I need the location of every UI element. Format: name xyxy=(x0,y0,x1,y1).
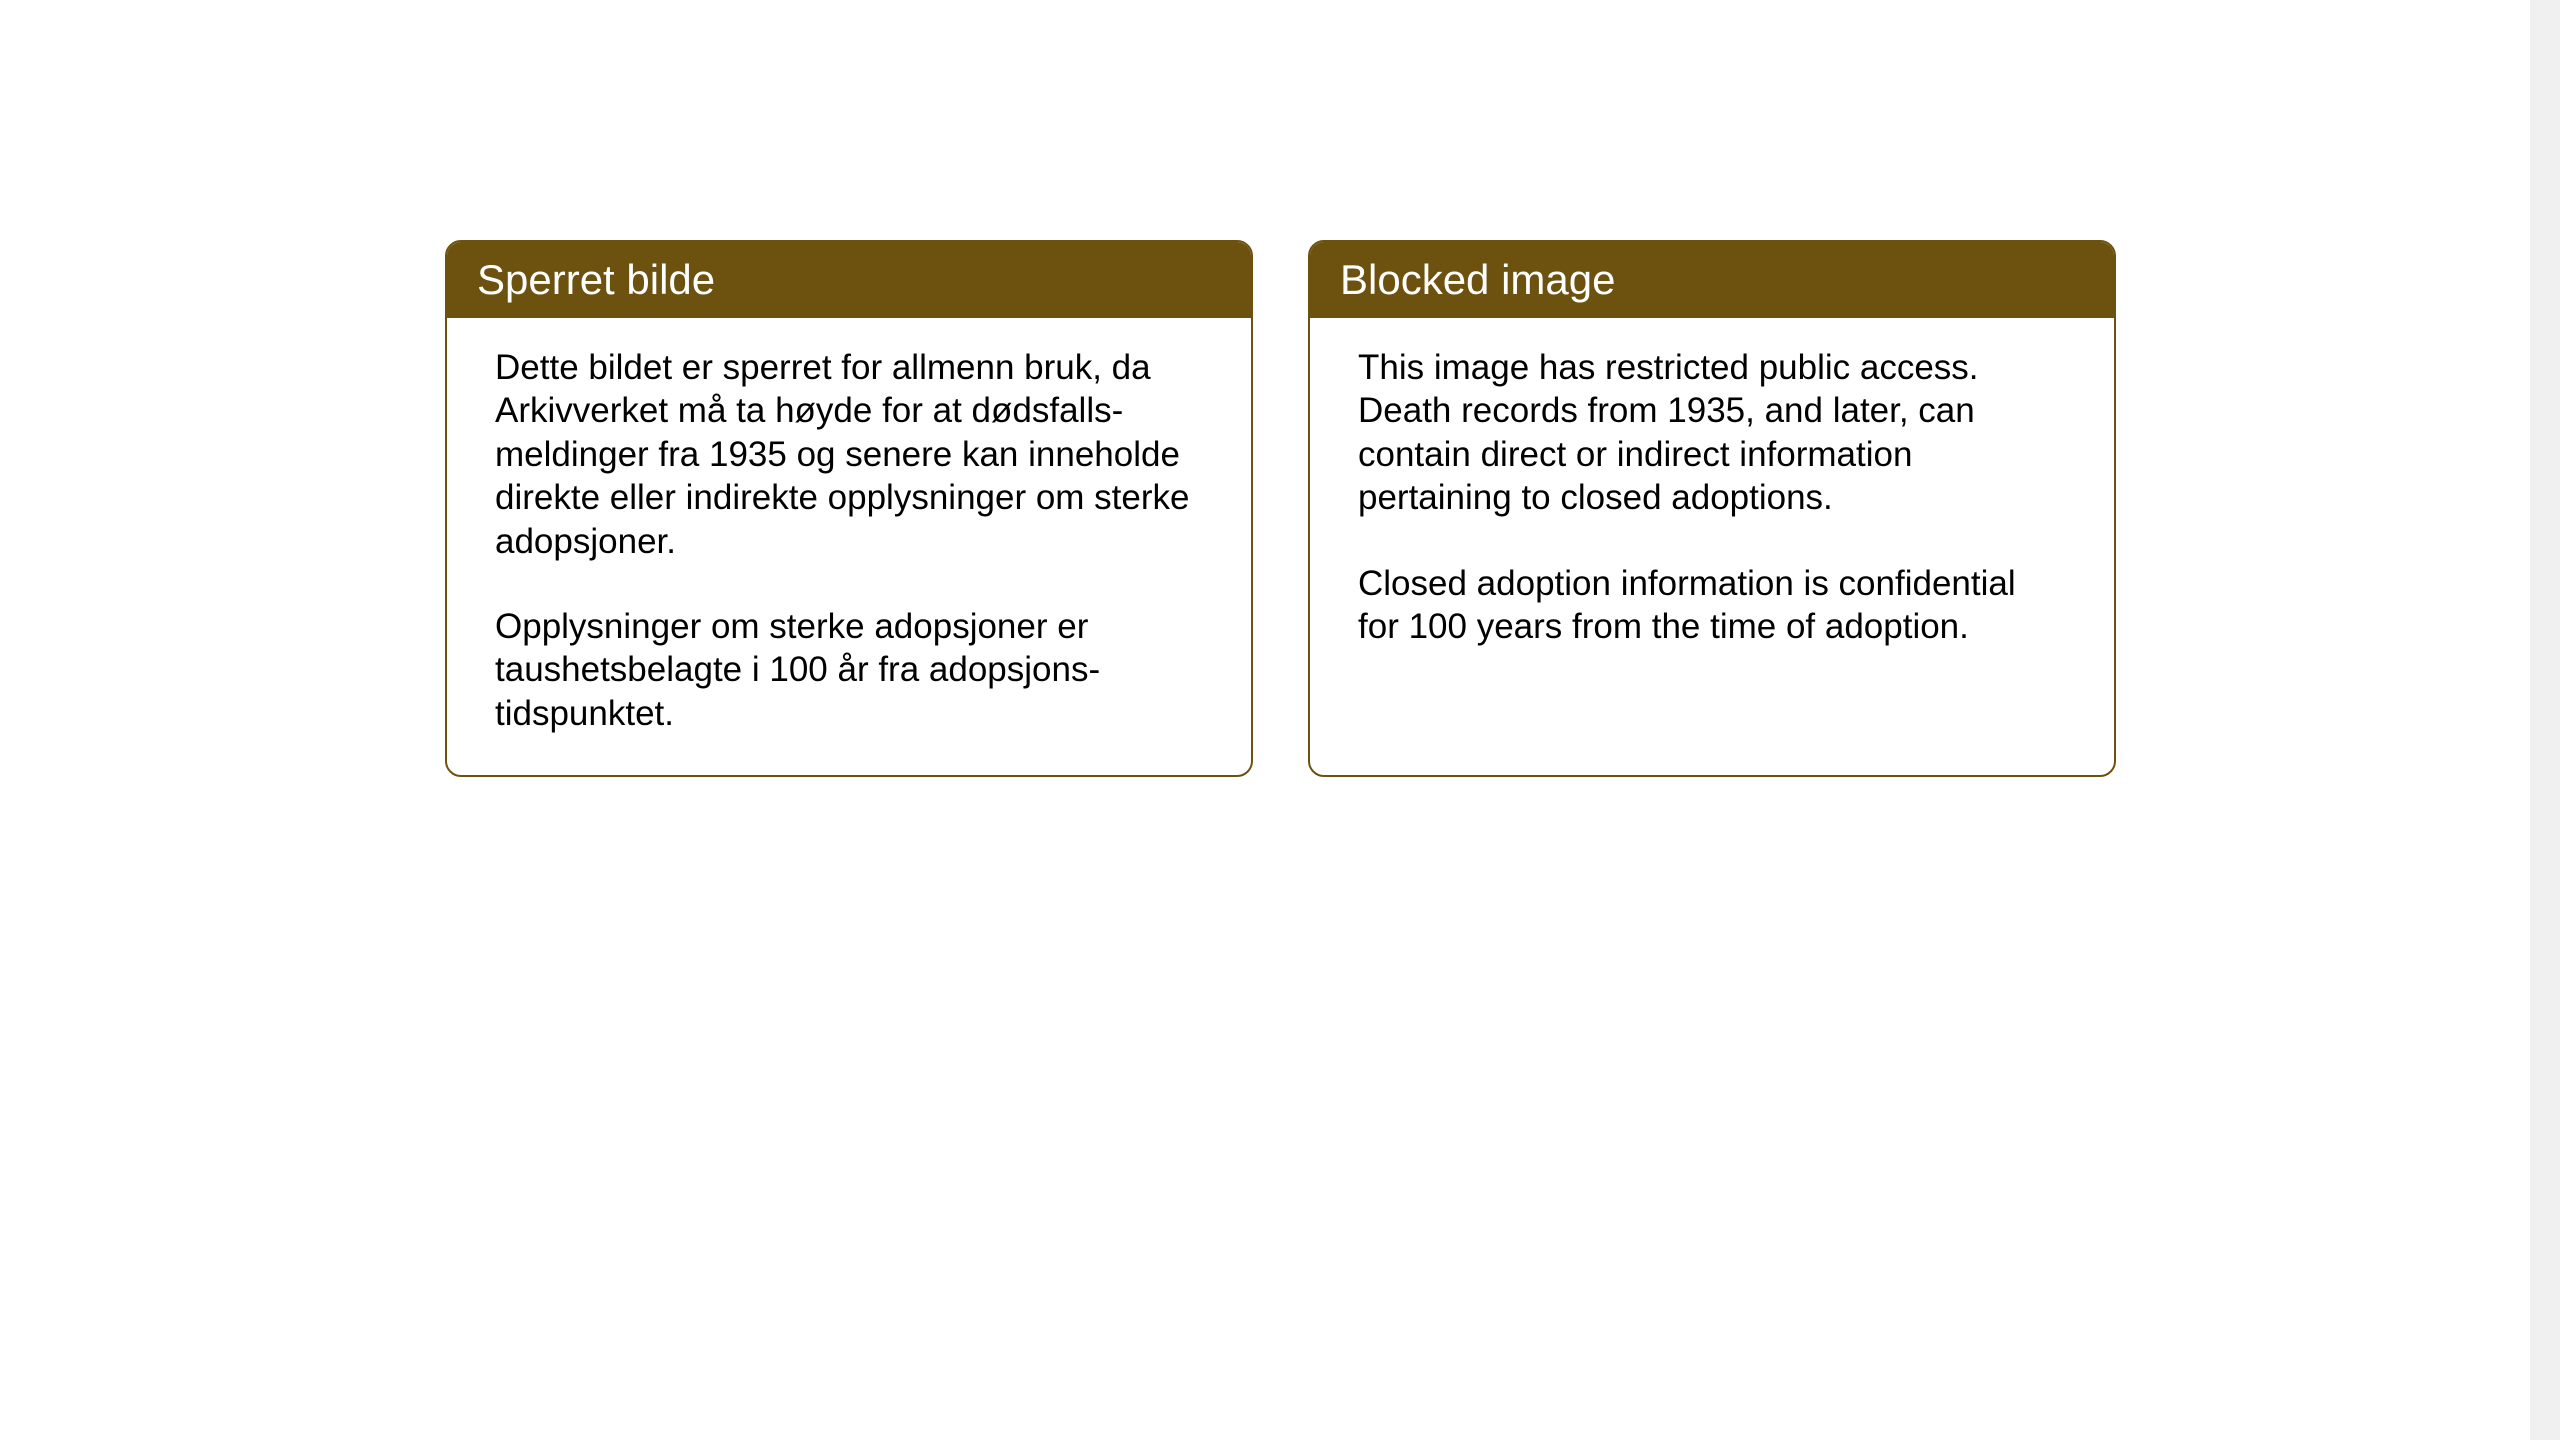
english-notice-title: Blocked image xyxy=(1310,242,2114,318)
norwegian-paragraph-2: Opplysninger om sterke adopsjoner er tau… xyxy=(495,605,1203,735)
scrollbar-track[interactable] xyxy=(2530,0,2560,1440)
english-paragraph-2: Closed adoption information is confident… xyxy=(1358,562,2066,649)
norwegian-paragraph-1: Dette bildet er sperret for allmenn bruk… xyxy=(495,346,1203,563)
norwegian-notice-title: Sperret bilde xyxy=(447,242,1251,318)
notice-container: Sperret bilde Dette bildet er sperret fo… xyxy=(445,240,2116,777)
english-paragraph-1: This image has restricted public access.… xyxy=(1358,346,2066,520)
norwegian-notice-box: Sperret bilde Dette bildet er sperret fo… xyxy=(445,240,1253,777)
english-notice-body: This image has restricted public access.… xyxy=(1310,318,2114,688)
norwegian-notice-body: Dette bildet er sperret for allmenn bruk… xyxy=(447,318,1251,775)
english-notice-box: Blocked image This image has restricted … xyxy=(1308,240,2116,777)
